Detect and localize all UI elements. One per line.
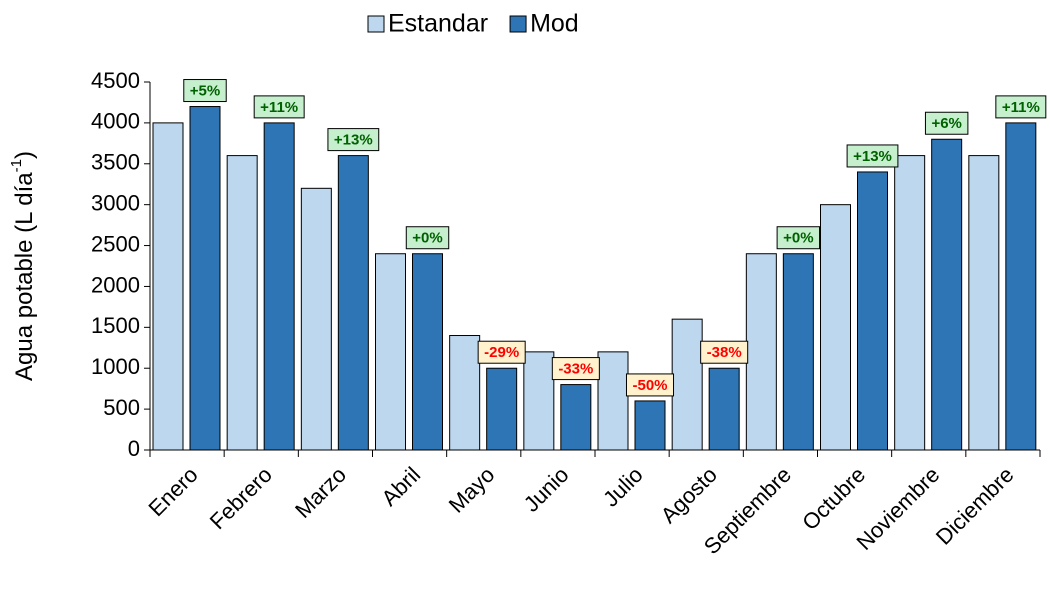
bar [820,204,851,451]
bar [152,122,184,451]
legend: Estandar Mod [367,10,579,38]
change-box [846,144,899,168]
y-tick-label: 0 [128,436,140,461]
change-label: +13% [334,132,373,149]
change-label: +0% [783,230,813,247]
y-tick-label: 4500 [91,68,140,93]
bar [560,384,592,451]
bar [226,155,258,451]
change-annotation: -33% [551,357,600,381]
bar [375,253,406,451]
legend-label: Mod [530,10,579,38]
bar [894,155,926,451]
change-box [477,340,526,364]
legend-label: Estandar [388,10,488,38]
x-tick-label: Octubre [797,462,870,535]
y-tick-label: 3500 [91,150,140,175]
bar [708,367,740,451]
change-box [405,226,450,250]
bar [263,122,295,451]
change-annotation: -29% [477,340,526,364]
change-box [551,357,600,381]
bar [337,155,369,451]
x-tick-label: Enero [144,462,203,521]
change-label: +6% [931,115,961,132]
change-label: -29% [484,344,519,361]
y-tick-label: 3000 [91,190,140,215]
bar [745,253,777,451]
x-tick-label: Abril [376,462,425,511]
bar [486,367,518,451]
change-box [995,95,1047,119]
change-label: +13% [853,148,892,165]
change-annotation: +13% [327,128,380,152]
change-label: +0% [412,230,442,247]
legend-swatch [509,15,527,33]
y-tick-label: 2500 [91,231,140,256]
bar [189,106,221,451]
change-annotation: +0% [405,226,450,250]
bar [671,318,703,451]
change-annotation: -50% [625,373,675,397]
change-annotation: -38% [700,340,749,364]
change-label: +11% [260,99,298,116]
change-label: +5% [190,83,220,100]
change-label: -38% [707,344,742,361]
change-label: -50% [632,377,667,394]
change-box [700,340,749,364]
change-box [776,226,821,250]
bar [1005,122,1037,451]
bar [300,187,332,451]
change-annotation: +0% [776,226,821,250]
change-annotation: +11% [253,95,305,119]
y-tick-label: 4000 [91,109,140,134]
y-axis-label: Agua potable (L día-1) [8,151,38,381]
bar [968,155,1000,451]
change-box [183,79,227,103]
change-label: -33% [558,361,593,378]
bar [931,138,963,451]
y-tick-label: 1500 [91,313,140,338]
change-annotation: +5% [183,79,227,103]
change-label: +11% [1002,99,1040,116]
change-box [327,128,380,152]
x-tick-label: Mayo [444,462,500,518]
y-tick-label: 2000 [91,272,140,297]
bar [412,253,443,451]
change-box [625,373,675,397]
bar [449,335,481,451]
change-annotation: +6% [924,111,969,135]
bar [523,351,555,451]
x-tick-label: Junio [519,462,574,517]
y-tick-label: 1000 [91,354,140,379]
change-box [924,111,969,135]
bar [782,253,814,451]
x-tick-label: Marzo [290,462,351,523]
x-tick-label: Julio [598,462,648,512]
legend-swatch [367,15,385,33]
x-tick-label: Diciembre [931,462,1019,550]
y-tick-label: 500 [103,395,140,420]
bar [634,400,666,451]
change-annotation: +13% [846,144,899,168]
bar [857,171,888,451]
change-annotation: +11% [995,95,1047,119]
x-tick-label: Febrero [205,462,277,534]
change-box [253,95,305,119]
x-tick-label: Agosto [656,462,722,528]
bar [597,351,629,451]
